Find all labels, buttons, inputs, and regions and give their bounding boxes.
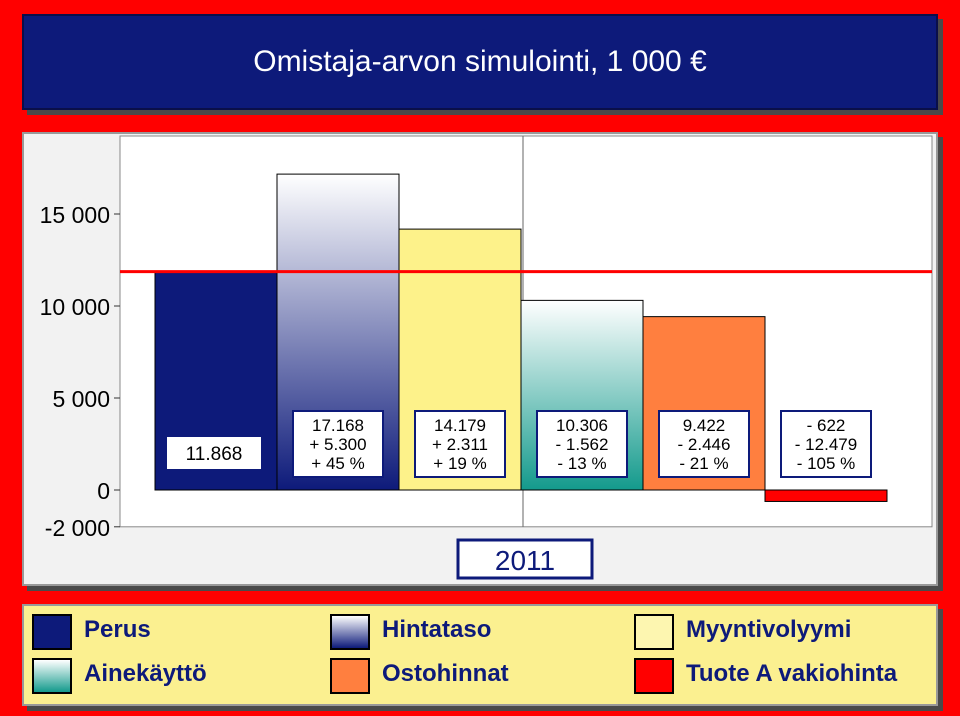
legend-label: Myyntivolyymi — [686, 616, 852, 643]
y-tick-label: -2 000 — [45, 515, 110, 541]
title-banner: Omistaja-arvon simulointi, 1 000 € — [22, 14, 938, 110]
x-axis-label: 2011 — [495, 545, 555, 576]
chart-panel: 15 000 10 000 5 000 0 -2 000 11.868 17.168 + 5.… — [22, 132, 938, 586]
bar-6 — [764, 489, 888, 502]
legend-label: Ainekäyttö — [84, 660, 207, 687]
x-axis-label-box — [456, 538, 594, 580]
legend-swatch — [634, 614, 674, 650]
value-label-box — [536, 410, 628, 478]
value-label-box — [780, 410, 872, 478]
data-label: - 12.479 — [795, 435, 857, 454]
data-label: 14.179 — [434, 416, 486, 435]
value-label-box — [165, 435, 263, 471]
data-label: - 622 — [807, 416, 846, 435]
y-tick-label: 0 — [97, 478, 110, 504]
value-label-box — [292, 410, 384, 478]
legend-swatch — [32, 658, 72, 694]
data-label: 10.306 — [556, 416, 608, 435]
legend-label: Perus — [84, 616, 151, 643]
legend-label: Ostohinnat — [382, 660, 509, 687]
legend-label: Tuote A vakiohinta — [686, 660, 898, 687]
legend: Perus Hintataso Myyntivolyymi Ainekäyttö… — [22, 604, 938, 706]
data-label: + 45 % — [311, 454, 364, 473]
legend-swatch — [634, 658, 674, 694]
legend-swatch — [330, 658, 370, 694]
data-label: - 105 % — [797, 454, 856, 473]
y-tick-label: 10 000 — [40, 294, 110, 320]
bar-chart: 15 000 10 000 5 000 0 -2 000 11.868 17.168+ 5.… — [40, 135, 933, 580]
legend-swatch — [330, 614, 370, 650]
legend-label: Hintataso — [382, 616, 492, 643]
legend-swatch — [32, 614, 72, 650]
data-label: + 19 % — [433, 454, 486, 473]
data-label: - 13 % — [557, 454, 606, 473]
data-label: + 5.300 — [309, 435, 366, 454]
y-tick-label: 5 000 — [52, 386, 110, 412]
data-label: 9.422 — [683, 416, 726, 435]
value-label-box — [658, 410, 750, 478]
value-label-box — [414, 410, 506, 478]
data-label: - 1.562 — [556, 435, 609, 454]
data-label: 17.168 — [312, 416, 364, 435]
data-label: 11.868 — [186, 444, 243, 465]
data-label: - 2.446 — [678, 435, 731, 454]
data-label: - 21 % — [679, 454, 728, 473]
data-label: + 2.311 — [432, 435, 488, 454]
chart-title: Omistaja-arvon simulointi, 1 000 € — [253, 45, 707, 78]
y-tick-label: 15 000 — [40, 202, 110, 228]
